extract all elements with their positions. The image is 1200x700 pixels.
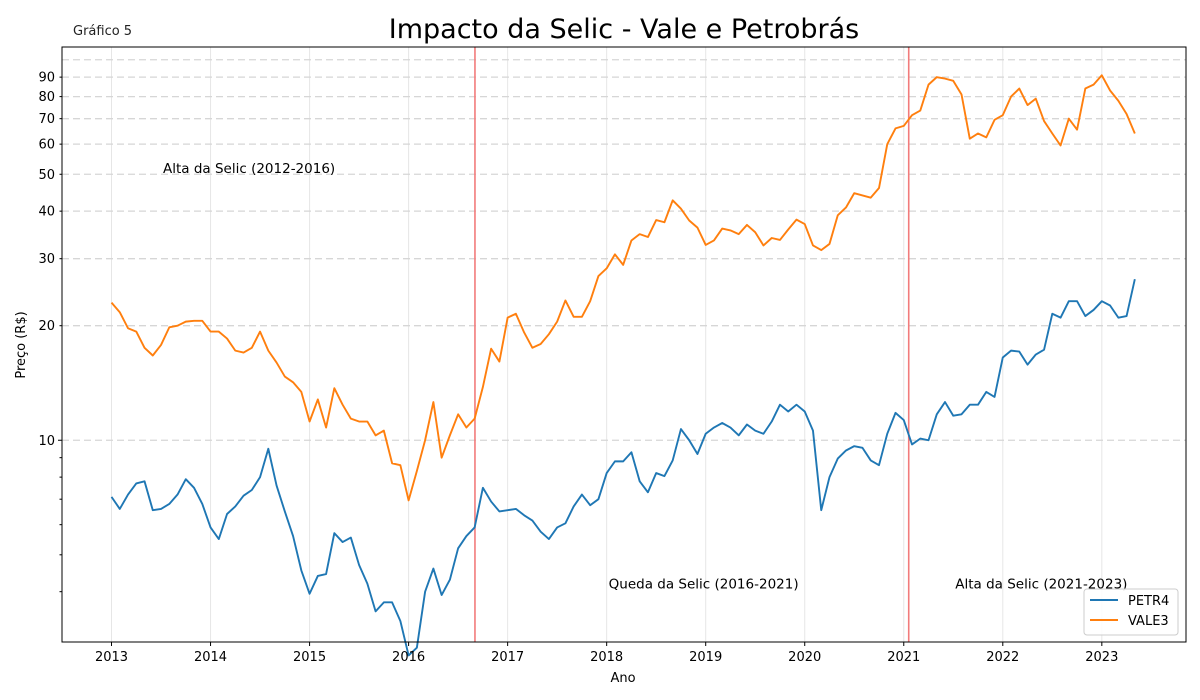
- legend: PETR4 VALE3: [1083, 588, 1179, 636]
- x-tick-label: 2017: [491, 650, 524, 665]
- x-tick-label: 2021: [887, 650, 920, 665]
- x-tick-label: 2015: [293, 650, 326, 665]
- annotation-label: Queda da Selic (2016-2021): [609, 577, 799, 593]
- y-tick-label: 10: [38, 434, 55, 449]
- x-tick-label: 2022: [986, 650, 1019, 665]
- y-tick-label: 90: [38, 71, 55, 86]
- y-axis-label: Preço (R$): [14, 311, 29, 378]
- y-tick-label: 80: [38, 90, 55, 105]
- x-tick-label: 2016: [392, 650, 425, 665]
- y-tick-label: 50: [38, 168, 55, 183]
- legend-label-petr4: PETR4: [1128, 594, 1169, 609]
- x-tick-label: 2020: [788, 650, 821, 665]
- y-axis-ticks: 10 20 30 40 50 60 70 80 90: [38, 71, 62, 593]
- x-tick-label: 2018: [590, 650, 623, 665]
- legend-label-vale3: VALE3: [1128, 614, 1169, 629]
- y-tick-label: 20: [38, 319, 55, 334]
- x-tick-label: 2019: [689, 650, 722, 665]
- y-tick-label: 70: [38, 112, 55, 127]
- annotation-label: Alta da Selic (2012-2016): [163, 161, 335, 177]
- y-tick-label: 40: [38, 205, 55, 220]
- x-axis-label: Ano: [610, 671, 635, 686]
- x-tick-label: 2023: [1085, 650, 1118, 665]
- selic-period-dividers: [474, 47, 910, 642]
- y-tick-label: 30: [38, 252, 55, 267]
- chart-title: Impacto da Selic - Vale e Petrobrás: [389, 14, 859, 45]
- x-tick-label: 2013: [95, 650, 128, 665]
- series-line-vale3: [110, 74, 1136, 502]
- grid: [62, 47, 1186, 642]
- x-tick-label: 2014: [194, 650, 227, 665]
- x-axis-ticks: 2013 2014 2015 2016 2017 2018 2019 2020 2021 2022…: [95, 642, 1118, 665]
- plot-frame: [61, 46, 1187, 643]
- series-line-petr4: [110, 278, 1136, 657]
- annotation-label: Alta da Selic (2021-2023): [955, 577, 1127, 593]
- series-lines: [110, 74, 1136, 657]
- annotations: Alta da Selic (2012-2016) Queda da Selic …: [163, 161, 1127, 593]
- chart-corner-label: Gráfico 5: [73, 24, 132, 39]
- y-tick-label: 60: [38, 138, 55, 153]
